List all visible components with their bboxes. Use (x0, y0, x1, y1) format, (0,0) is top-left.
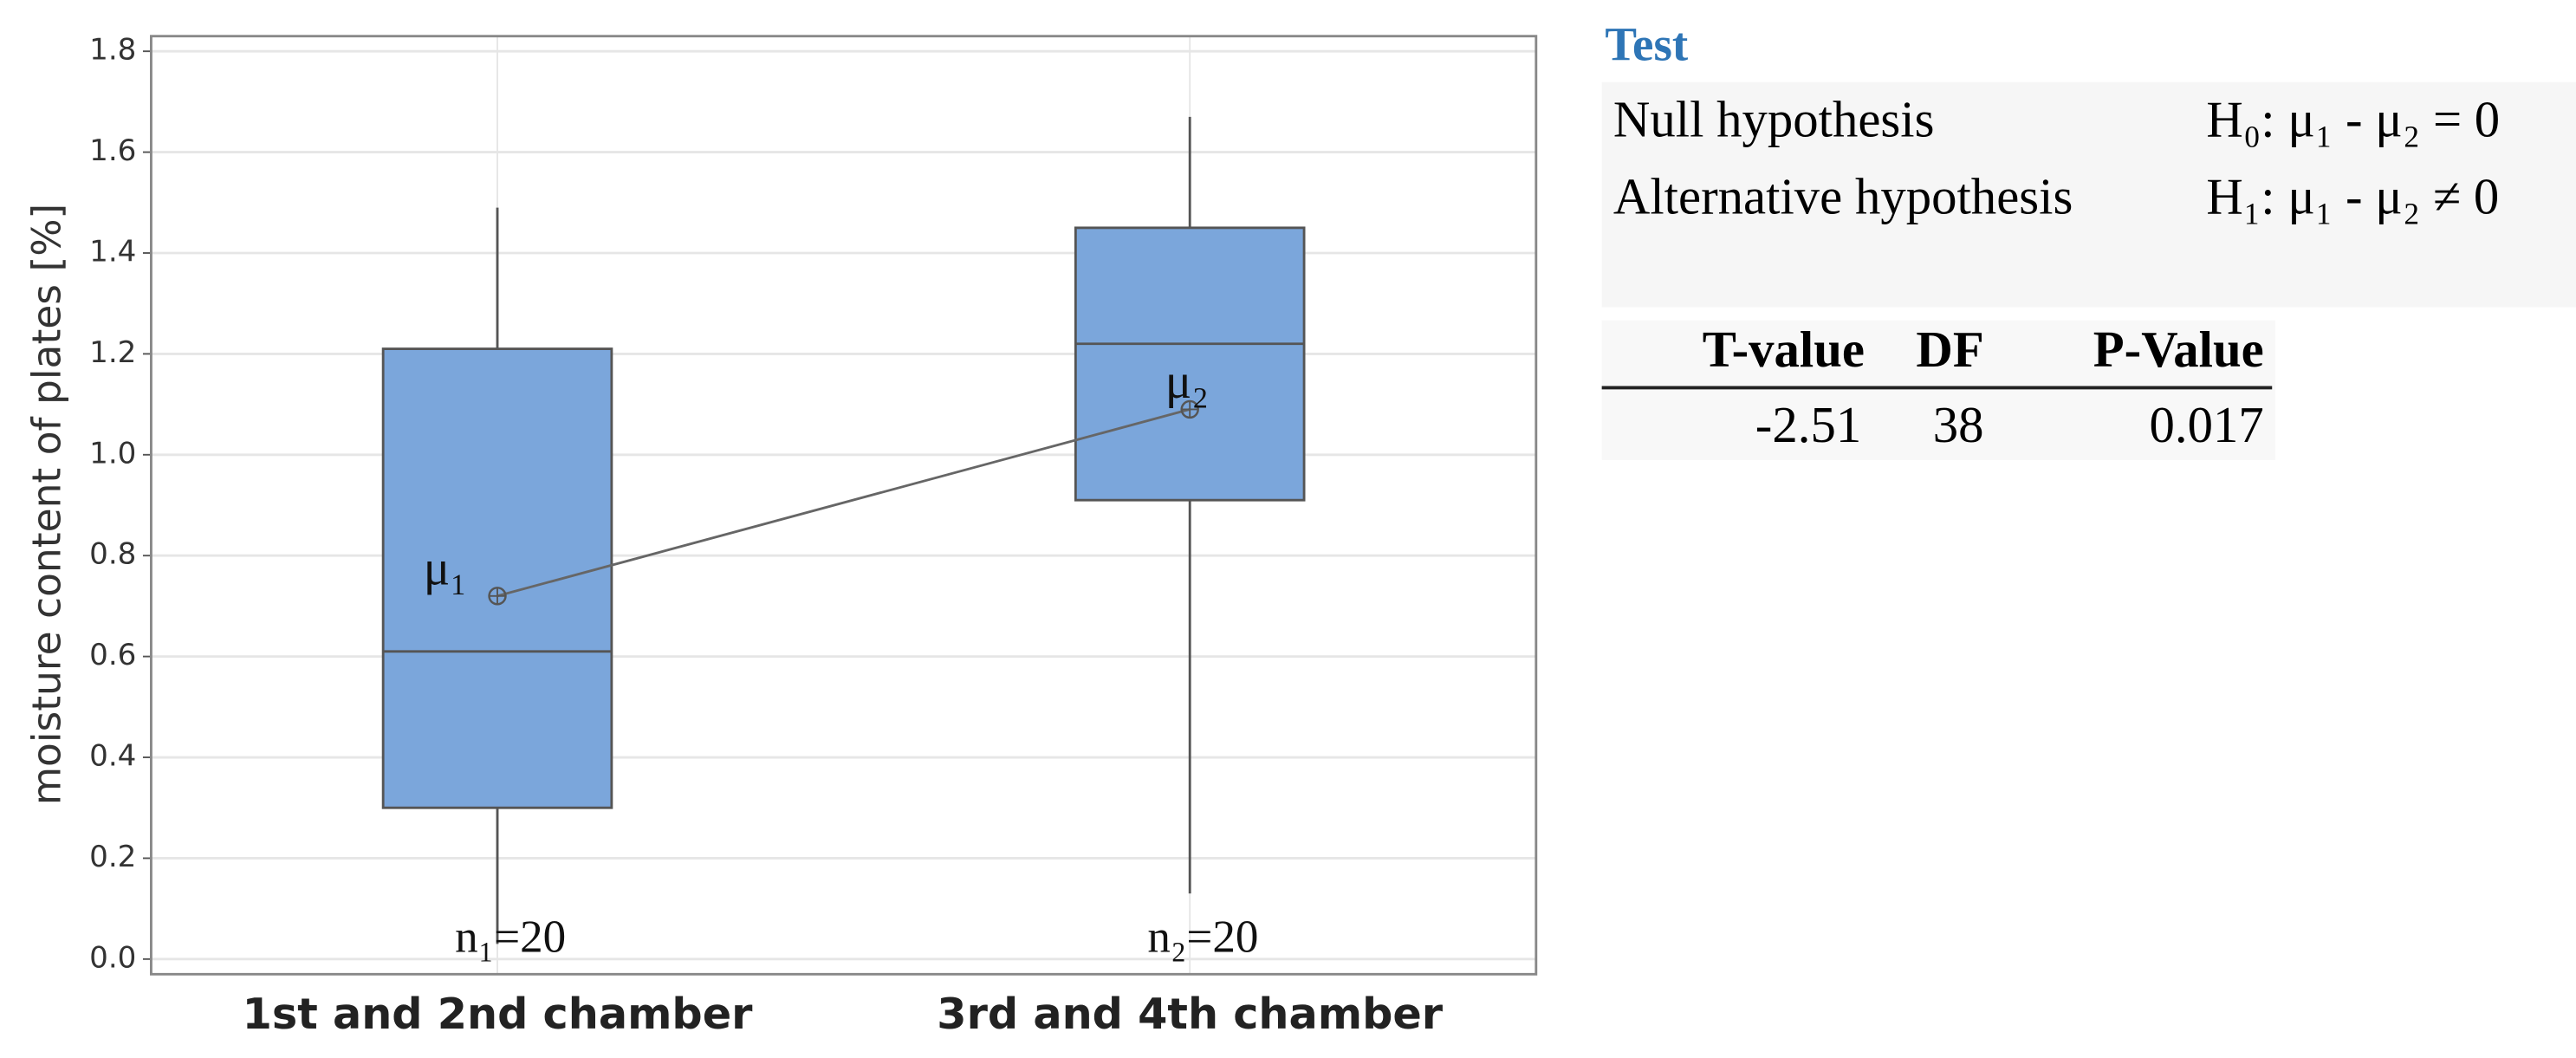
table-header: T-value (1703, 321, 1865, 378)
y-tick-label: 1.4 (89, 234, 136, 269)
hypothesis-formula: H₀: μ₁ - μ₂ = 0 (2206, 92, 2500, 148)
box (381, 347, 613, 809)
mean-marker-cross (489, 587, 506, 605)
y-tick-label: 0.0 (89, 940, 136, 975)
table-header: P-Value (2093, 321, 2264, 378)
y-tick-label: 1.6 (89, 133, 136, 168)
y-tick-label: 1.0 (89, 436, 136, 471)
result-panel (1601, 320, 2276, 460)
hypothesis-name: Null hypothesis (1613, 92, 1935, 148)
mean-marker-cross (1181, 400, 1198, 418)
x-tick-label: 3rd and 4th chamber (937, 989, 1444, 1039)
mean-connector (496, 408, 1191, 598)
mean-label: μ₁ (424, 541, 467, 595)
y-tick-label: 0.6 (89, 638, 136, 672)
y-tick-label: 1.8 (89, 33, 136, 68)
sample-size-label: n₁=20 (455, 912, 566, 963)
table-cell: 0.017 (2150, 397, 2264, 453)
table-cell: -2.51 (1755, 397, 1861, 453)
box (1074, 226, 1306, 502)
plot-frame (150, 35, 1538, 976)
y-tick-label: 0.2 (89, 840, 136, 874)
hypothesis-panel (1601, 81, 2576, 308)
test-title: Test (1605, 18, 1688, 71)
mean-label: μ₂ (1165, 354, 1209, 409)
hypothesis-formula: H₁: μ₁ - μ₂ ≠ 0 (2206, 169, 2499, 225)
y-axis-label: moisture content of plates [%] (23, 204, 69, 805)
sample-size-label: n₂=20 (1147, 912, 1258, 963)
hypothesis-name: Alternative hypothesis (1613, 169, 2073, 225)
y-tick-label: 0.4 (89, 739, 136, 774)
table-header: DF (1916, 321, 1983, 378)
x-tick-label: 1st and 2nd chamber (243, 989, 754, 1039)
y-tick-label: 0.8 (89, 537, 136, 572)
y-tick-label: 1.2 (89, 335, 136, 370)
table-cell: 38 (1933, 397, 1984, 453)
